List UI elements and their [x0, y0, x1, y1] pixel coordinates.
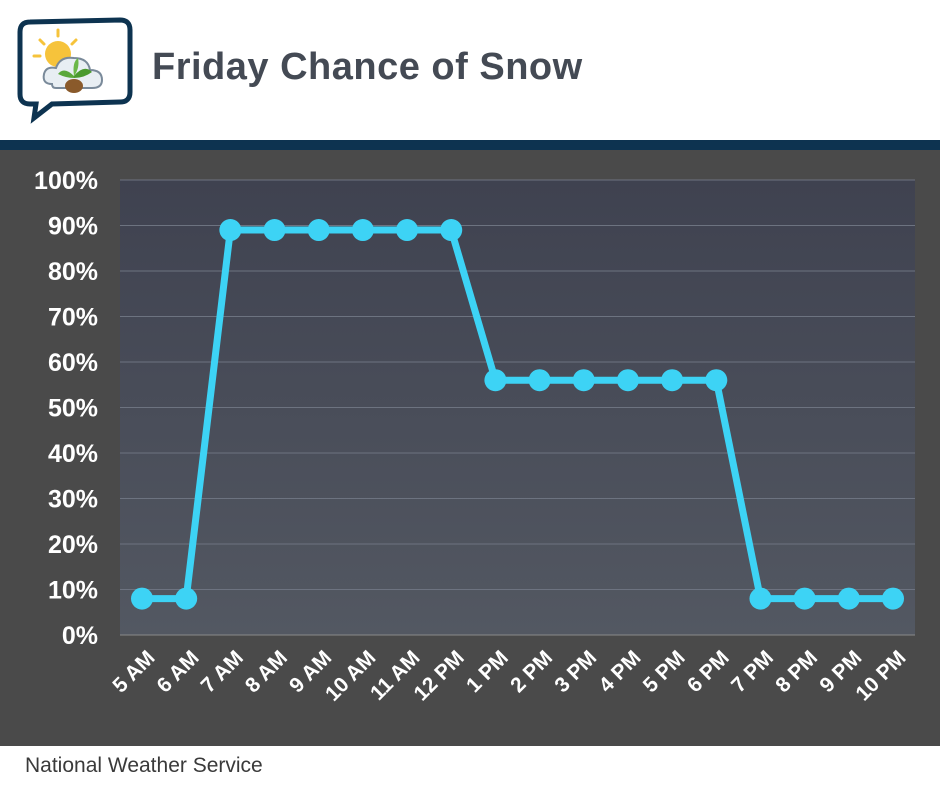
- data-point: [484, 369, 507, 392]
- y-tick-label: 100%: [34, 167, 98, 195]
- x-tick-label: 7 PM: [727, 646, 778, 697]
- data-point: [307, 219, 330, 242]
- gridlines: [120, 179, 915, 636]
- y-tick-label: 60%: [48, 349, 98, 377]
- data-point: [440, 219, 463, 242]
- y-axis-ticks: 0% 10% 20% 30% 40% 50% 60% 70% 80% 90% 100%: [34, 167, 98, 650]
- data-point: [705, 369, 728, 392]
- x-tick-label: 5 AM: [108, 646, 159, 697]
- data-point: [219, 219, 242, 242]
- data-point: [793, 587, 816, 610]
- x-tick-label: 2 PM: [506, 646, 557, 697]
- data-point: [749, 587, 772, 610]
- x-tick-label: 10 AM: [321, 646, 380, 705]
- x-tick-label: 10 PM: [851, 646, 910, 705]
- chart-title: Friday Chance of Snow: [152, 46, 583, 88]
- data-point: [263, 219, 286, 242]
- y-tick-label: 0%: [62, 622, 98, 650]
- data-point: [175, 587, 198, 610]
- data-point: [882, 587, 904, 610]
- x-tick-label: 6 PM: [683, 646, 734, 697]
- data-point: [661, 369, 684, 392]
- data-point: [837, 587, 860, 610]
- y-tick-label: 10%: [48, 577, 98, 605]
- y-tick-label: 80%: [48, 258, 98, 286]
- data-point: [572, 369, 595, 392]
- y-tick-label: 50%: [48, 395, 98, 423]
- series-points: [131, 219, 904, 610]
- y-tick-label: 90%: [48, 213, 98, 241]
- x-tick-label: 3 PM: [550, 646, 601, 697]
- data-point: [616, 369, 639, 392]
- y-tick-label: 30%: [48, 486, 98, 514]
- x-tick-label: 1 PM: [462, 646, 513, 697]
- x-tick-label: 8 AM: [241, 646, 292, 697]
- chart-panel: 0% 10% 20% 30% 40% 50% 60% 70% 80% 90% 100% 5 AM 6 …: [0, 150, 940, 746]
- x-tick-label: 7 AM: [197, 646, 248, 697]
- x-tick-label: 8 PM: [771, 646, 822, 697]
- x-tick-label: 5 PM: [639, 646, 690, 697]
- source-credit: National Weather Service: [25, 754, 263, 777]
- snow-chance-line-chart: 0%10%20%30%40%50%60%70%80%90%100% 5 AM6 …: [34, 167, 915, 706]
- data-point: [351, 219, 374, 242]
- y-tick-label: 20%: [48, 531, 98, 559]
- x-tick-label: 12 PM: [410, 646, 469, 705]
- data-point: [131, 587, 153, 610]
- x-tick-label: 4 PM: [595, 646, 646, 697]
- data-point: [396, 219, 419, 242]
- weather-bubble-logo-icon: [17, 17, 133, 124]
- y-tick-label: 40%: [48, 440, 98, 468]
- x-tick-label: 6 AM: [153, 646, 204, 697]
- y-tick-label: 70%: [48, 304, 98, 332]
- data-point: [528, 369, 551, 392]
- header-divider: [0, 140, 940, 150]
- header: Friday Chance of Snow: [0, 0, 940, 140]
